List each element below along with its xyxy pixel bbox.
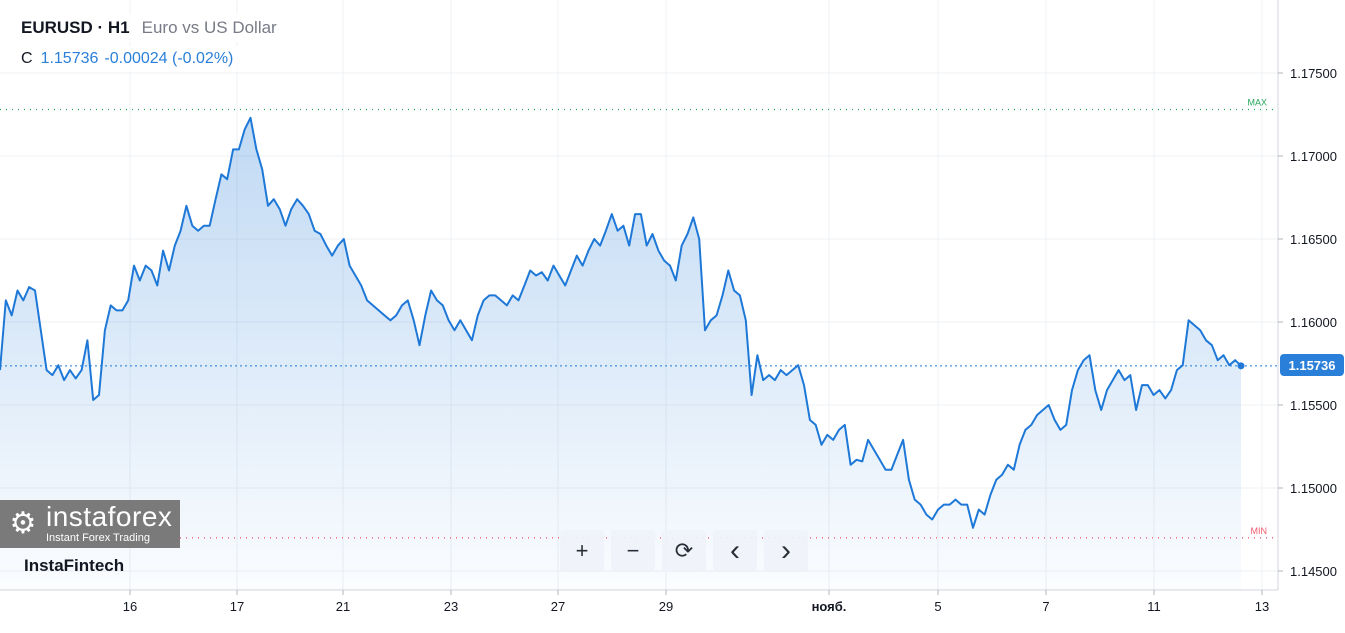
- symbol-header: EURUSD · H1 Euro vs US Dollar: [0, 14, 287, 43]
- zoom-in-button[interactable]: +: [560, 530, 604, 572]
- last-price-tag: 1.15736: [1280, 354, 1344, 376]
- x-tick-label: 17: [230, 599, 244, 614]
- x-tick-label: 13: [1255, 599, 1269, 614]
- scroll-left-button[interactable]: ‹: [713, 530, 757, 572]
- symbol-description: Euro vs US Dollar: [141, 18, 277, 37]
- last-price-dot: [1237, 362, 1245, 370]
- x-tick-label: 29: [659, 599, 673, 614]
- y-tick-label: 1.16000: [1290, 315, 1337, 330]
- y-tick-label: 1.15000: [1290, 481, 1337, 496]
- x-tick-label: 27: [551, 599, 565, 614]
- scroll-right-button[interactable]: ›: [764, 530, 808, 572]
- logo-tagline: Instant Forex Trading: [46, 532, 150, 544]
- x-tick-label: 11: [1147, 599, 1161, 614]
- x-tick-label: 21: [336, 599, 350, 614]
- zoom-out-button[interactable]: −: [611, 530, 655, 572]
- min-label: MIN: [1251, 526, 1268, 536]
- y-tick-label: 1.14500: [1290, 564, 1337, 579]
- symbol-title: EURUSD · H1: [21, 18, 130, 37]
- x-tick-label: 23: [444, 599, 458, 614]
- close-value: 1.15736: [40, 50, 99, 67]
- price-line: [0, 116, 1242, 529]
- instaforex-logo: ⚙ instaforex Instant Forex Trading: [0, 500, 180, 548]
- y-tick-label: 1.17000: [1290, 149, 1337, 164]
- gear-icon: ⚙: [9, 507, 37, 540]
- max-label: MAX: [1247, 98, 1267, 108]
- x-tick-label: 7: [1042, 599, 1049, 614]
- y-tick-label: 1.17500: [1290, 66, 1337, 81]
- x-tick-label: 16: [123, 599, 137, 614]
- change-value: -0.00024 (-0.02%): [104, 50, 234, 67]
- x-tick-label: нояб.: [812, 599, 847, 614]
- ohlc-row: C 1.15736 -0.00024 (-0.02%): [0, 46, 250, 71]
- close-label: C: [21, 50, 33, 67]
- y-tick-label: 1.15500: [1290, 398, 1337, 413]
- price-area-fill: [0, 117, 1241, 591]
- reset-chart-button[interactable]: ⟳: [662, 530, 706, 572]
- brand-label: InstaFintech: [24, 556, 125, 575]
- logo-name: instaforex: [46, 501, 173, 532]
- x-tick-label: 5: [934, 599, 941, 614]
- y-tick-label: 1.16500: [1290, 232, 1337, 247]
